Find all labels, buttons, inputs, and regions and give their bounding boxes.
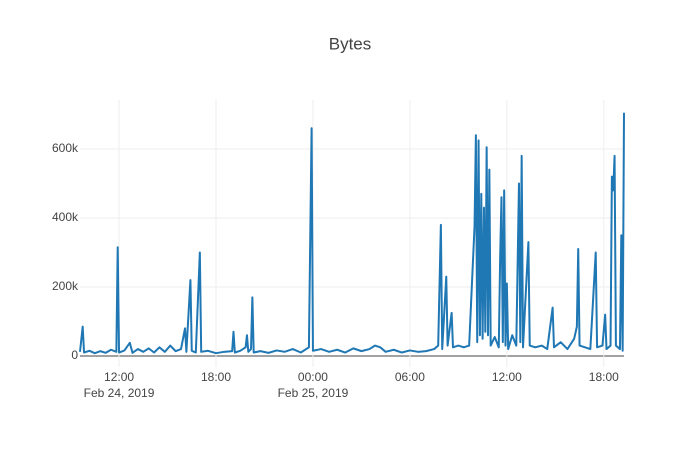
x-tick-label: Feb 25, 2019 [278,386,349,400]
y-tick-label: 0 [71,348,78,362]
y-tick-label: 200k [52,279,79,293]
x-tick-label: 06:00 [395,370,425,384]
x-tick-label: 12:00 [104,370,134,384]
x-tick-label: 18:00 [201,370,231,384]
y-tick-label: 600k [52,141,79,155]
x-tick-label: 18:00 [589,370,619,384]
x-tick-label: 00:00 [298,370,328,384]
x-tick-label: 12:00 [492,370,522,384]
data-line [79,112,625,355]
x-tick-label: Feb 24, 2019 [84,386,155,400]
chart-title: Bytes [329,34,372,53]
y-tick-label: 400k [52,210,79,224]
